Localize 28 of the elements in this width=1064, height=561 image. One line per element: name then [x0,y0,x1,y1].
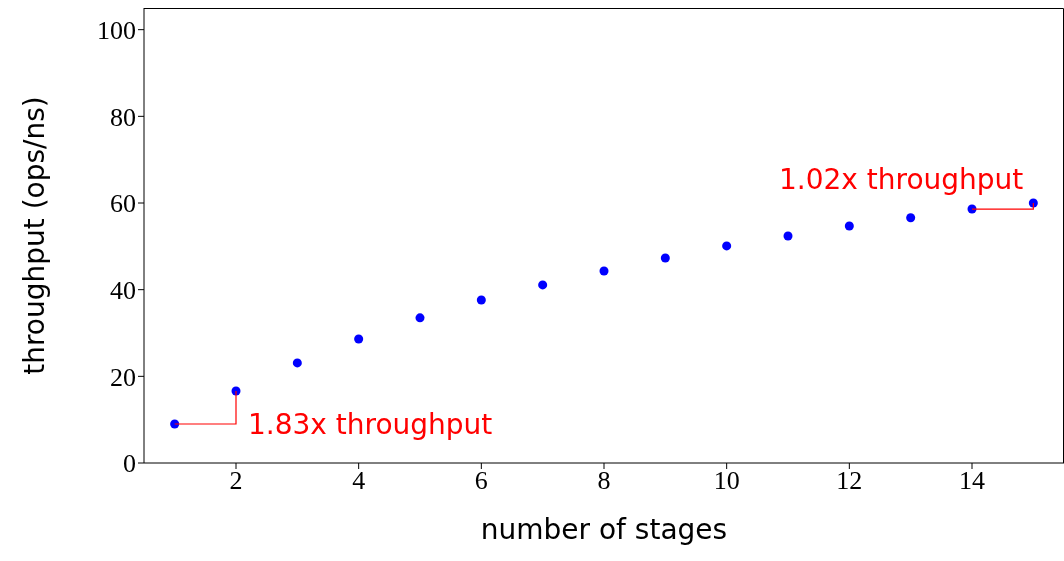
y-tick-label: 80 [110,102,136,132]
annotation: 1.02x throughput [778,162,1024,196]
point [783,231,793,241]
point [415,313,425,323]
y-tick-label: 20 [110,362,136,392]
x-tick-label: 12 [836,466,863,496]
point [599,266,609,276]
point [844,221,854,231]
point [476,295,486,305]
point [660,253,670,263]
y-tick-label: 100 [97,15,136,45]
x-tick-label: 4 [352,466,366,496]
y-tick-label: 0 [123,449,136,479]
x-tick-label: 14 [959,466,985,496]
x-tick-label: 10 [713,466,740,496]
x-tick-label: 6 [474,466,488,496]
point [354,334,364,344]
y-axis-title: throughput (ops/ns) [17,96,51,375]
point [906,213,916,223]
x-tick-label: 2 [229,466,243,496]
x-axis-title: number of stages [480,513,728,546]
point [292,358,302,368]
point [538,280,548,290]
x-tick-label: 8 [597,466,611,496]
y-tick-label: 40 [110,275,136,305]
annotation: 1.83x throughput [248,407,493,441]
point [722,241,732,251]
y-tick-label: 60 [110,189,136,219]
